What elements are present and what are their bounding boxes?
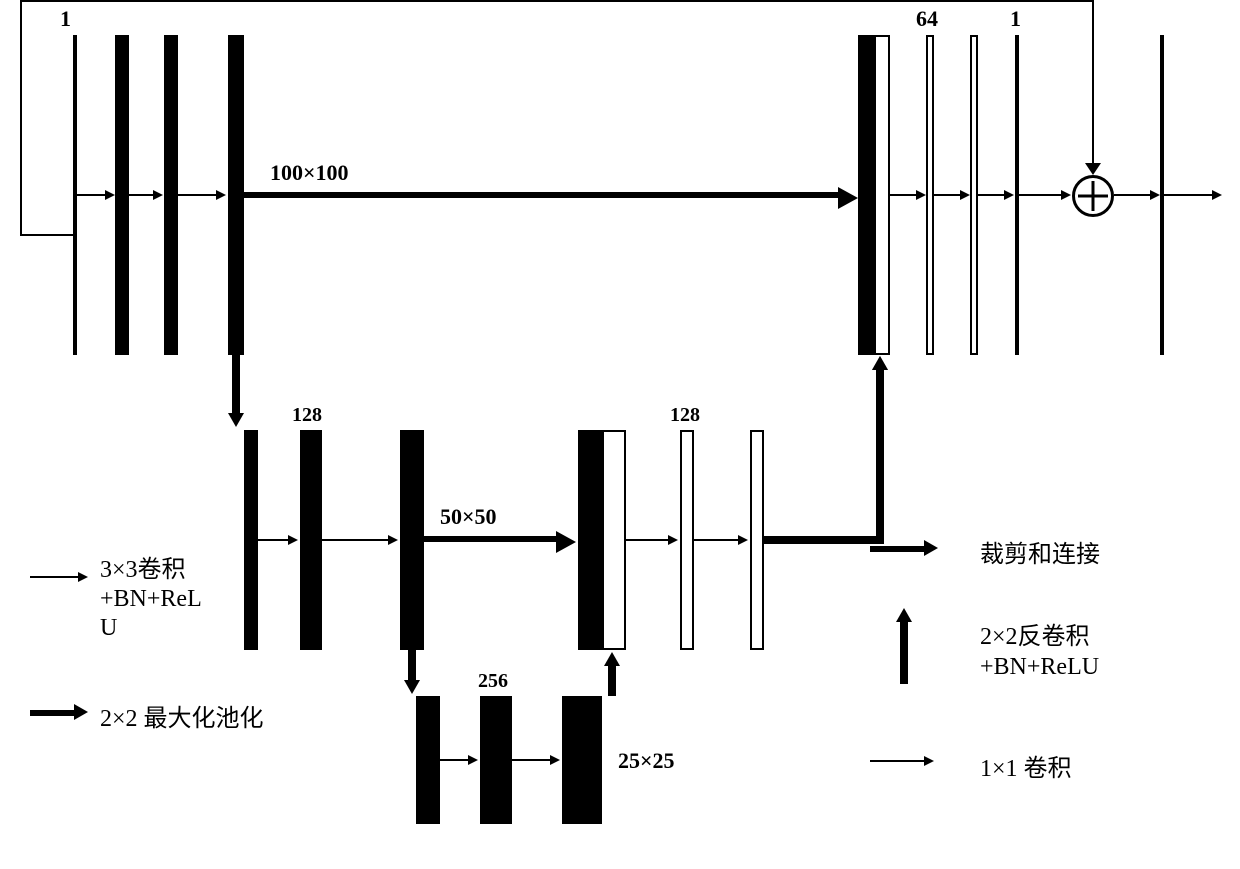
- arrow-mid-r2-head: [738, 535, 748, 545]
- legend-deconv: 2×2反卷积+BN+ReLU: [980, 622, 1099, 682]
- arrow-skip-100-head: [838, 187, 858, 209]
- arrow-bot-2: [512, 759, 552, 761]
- label-ch-64-right: 64: [916, 6, 938, 32]
- arrow-final-right: [1164, 194, 1214, 196]
- arrow-to-plus-left-head: [1061, 190, 1071, 200]
- arrow-top-r2-head: [960, 190, 970, 200]
- bar-dec2-a: [680, 430, 694, 650]
- legend-concat-text: 裁剪和连接: [980, 534, 1100, 569]
- arrow-skip-50: [424, 536, 558, 542]
- arrow-skip-50-head: [556, 531, 576, 553]
- arrow-mid-2-head: [388, 535, 398, 545]
- legend-up-line: [900, 620, 908, 684]
- legend-concat-head: [924, 540, 938, 556]
- arrow-top-r1: [890, 194, 918, 196]
- arrow-top-3-head: [216, 190, 226, 200]
- bar-enc3-c: [562, 696, 602, 824]
- pool2-head: [404, 680, 420, 694]
- upconv2-head: [604, 652, 620, 666]
- unet-diagram: 1 64 1 100×100: [0, 0, 1240, 869]
- plus-node: [1072, 175, 1114, 217]
- bar-dec1-a: [926, 35, 934, 355]
- bar-enc1-c: [228, 35, 244, 355]
- arrow-skip-100: [244, 192, 840, 198]
- arrow-top-r3-head: [1004, 190, 1014, 200]
- bar-cat1-b: [874, 35, 890, 355]
- residual-down: [74, 200, 76, 236]
- arrow-mid-r1: [626, 539, 670, 541]
- bar-dec1-b: [970, 35, 978, 355]
- bar-cat2-b: [602, 430, 626, 650]
- legend-thin-2-head: [924, 756, 934, 766]
- arrow-plus-out-head: [1150, 190, 1160, 200]
- residual-top: [20, 0, 1093, 2]
- arrow-final-right-head: [1212, 190, 1222, 200]
- label-ch-1-right: 1: [1010, 6, 1021, 32]
- label-ch-1-left: 1: [60, 6, 71, 32]
- label-ch-128-left: 128: [292, 404, 322, 427]
- label-50x50: 50×50: [440, 504, 497, 530]
- legend-up-head: [896, 608, 912, 622]
- pool2-line: [408, 650, 416, 682]
- arrow-mid-r2: [694, 539, 740, 541]
- bar-enc2-a: [244, 430, 258, 650]
- upconv2-v: [608, 664, 616, 696]
- legend-conv1: 1×1 卷积: [980, 748, 1072, 783]
- legend-conv3: 3×3卷积+BN+ReLU: [100, 556, 202, 642]
- residual-down2: [1092, 0, 1094, 165]
- bar-enc3-b: [480, 696, 512, 824]
- legend-maxpool: 2×2 最大化池化: [100, 698, 264, 733]
- arrow-mid-r1-head: [668, 535, 678, 545]
- residual-head: [1085, 163, 1101, 175]
- upconv1-v: [876, 370, 884, 544]
- legend-pool: [30, 710, 76, 716]
- upconv1-uphead: [872, 356, 888, 370]
- residual-up1: [20, 0, 22, 236]
- arrow-top-2-head: [153, 190, 163, 200]
- legend-thin-1-head: [78, 572, 88, 582]
- arrow-top-1: [77, 194, 107, 196]
- bar-enc3-a: [416, 696, 440, 824]
- bar-enc2-b: [300, 430, 322, 650]
- arrow-to-plus-left: [1019, 194, 1063, 196]
- arrow-top-r3: [978, 194, 1006, 196]
- arrow-bot-2-head: [550, 755, 560, 765]
- label-100x100: 100×100: [270, 160, 349, 186]
- arrow-top-1-head: [105, 190, 115, 200]
- legend-concat: [870, 546, 926, 552]
- arrow-mid-1: [258, 539, 290, 541]
- label-ch-128-right: 128: [670, 404, 700, 427]
- arrow-mid-1-head: [288, 535, 298, 545]
- upconv1-h: [764, 536, 876, 544]
- bar-enc1-a: [115, 35, 129, 355]
- arrow-plus-out: [1114, 194, 1152, 196]
- arrow-bot-1: [440, 759, 470, 761]
- arrow-top-2: [129, 194, 155, 196]
- legend-thin-2: [870, 760, 926, 762]
- pool1-line: [232, 355, 240, 415]
- bar-enc2-c: [400, 430, 424, 650]
- arrow-mid-2: [322, 539, 390, 541]
- legend-pool-head: [74, 704, 88, 720]
- pool1-head: [228, 413, 244, 427]
- label-ch-256: 256: [478, 670, 508, 693]
- bar-cat2-a: [578, 430, 602, 650]
- bar-dec2-b: [750, 430, 764, 650]
- residual-left: [20, 234, 76, 236]
- arrow-bot-1-head: [468, 755, 478, 765]
- arrow-top-3: [178, 194, 218, 196]
- bar-enc1-b: [164, 35, 178, 355]
- legend-thin-1: [30, 576, 80, 578]
- arrow-top-r1-head: [916, 190, 926, 200]
- bar-cat1-a: [858, 35, 874, 355]
- label-25x25: 25×25: [618, 748, 675, 774]
- arrow-top-r2: [934, 194, 962, 196]
